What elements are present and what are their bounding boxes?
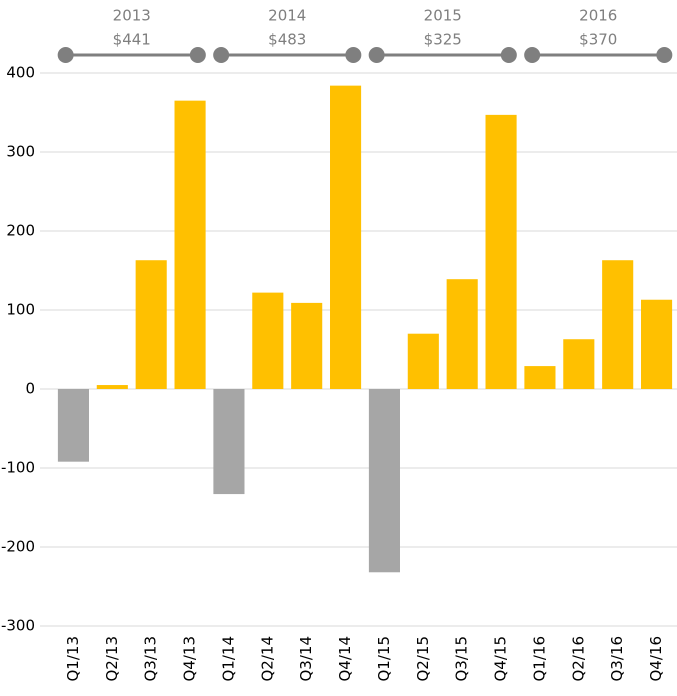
- x-tick-label: Q4/14: [336, 636, 354, 682]
- bracket-dot: [189, 47, 206, 63]
- bar: [213, 389, 245, 495]
- bracket-dot: [500, 47, 517, 63]
- x-tick-label: Q3/14: [297, 636, 315, 682]
- x-tick-label: Q1/16: [530, 636, 548, 682]
- bracket-dot: [213, 47, 230, 63]
- x-tick-label: Q2/14: [258, 636, 276, 682]
- bar: [446, 279, 478, 389]
- y-tick-label: 300: [6, 143, 35, 161]
- bracket-dot: [345, 47, 362, 63]
- bracket-dot: [524, 47, 541, 63]
- group-total: $370: [579, 31, 617, 49]
- x-tick-label: Q1/15: [375, 636, 393, 682]
- x-tick-label: Q2/15: [414, 636, 432, 682]
- bar: [96, 385, 128, 389]
- bar: [563, 339, 595, 389]
- bar: [57, 389, 89, 462]
- x-tick-label: Q4/15: [492, 636, 510, 682]
- group-total: $441: [113, 31, 151, 49]
- bar: [485, 114, 517, 390]
- group-label: 2015: [424, 7, 462, 25]
- group-total: $483: [268, 31, 306, 49]
- bracket-dot: [368, 47, 385, 63]
- x-tick-label: Q4/16: [647, 636, 665, 682]
- x-tick-label: Q2/16: [569, 636, 587, 682]
- group-label: 2013: [113, 7, 151, 25]
- y-tick-label: 0: [25, 380, 35, 398]
- y-tick-label: 100: [6, 301, 35, 319]
- x-tick-label: Q3/13: [142, 636, 160, 682]
- bar: [330, 85, 362, 389]
- group-total: $325: [424, 31, 462, 49]
- bar: [407, 333, 439, 389]
- y-tick-label: -300: [1, 617, 35, 635]
- bar: [135, 260, 167, 389]
- x-tick-label: Q1/13: [64, 636, 82, 682]
- y-tick-label: 400: [6, 64, 35, 82]
- bar: [524, 366, 556, 389]
- group-label: 2016: [579, 7, 617, 25]
- x-tick-label: Q3/15: [453, 636, 471, 682]
- x-tick-label: Q1/14: [219, 636, 237, 682]
- bar: [641, 299, 673, 389]
- x-tick-label: Q3/16: [608, 636, 626, 682]
- bar: [602, 260, 634, 389]
- y-tick-label: -200: [1, 538, 35, 556]
- bar: [291, 302, 323, 389]
- x-tick-label: Q4/13: [181, 636, 199, 682]
- x-tick-label: Q2/13: [103, 636, 121, 682]
- group-label: 2014: [268, 7, 306, 25]
- bar: [368, 389, 400, 573]
- y-tick-label: 200: [6, 222, 35, 240]
- bracket-dot: [57, 47, 74, 63]
- y-tick-label: -100: [1, 459, 35, 477]
- bar: [252, 292, 284, 389]
- bar: [174, 100, 206, 390]
- bracket-dot: [656, 47, 673, 63]
